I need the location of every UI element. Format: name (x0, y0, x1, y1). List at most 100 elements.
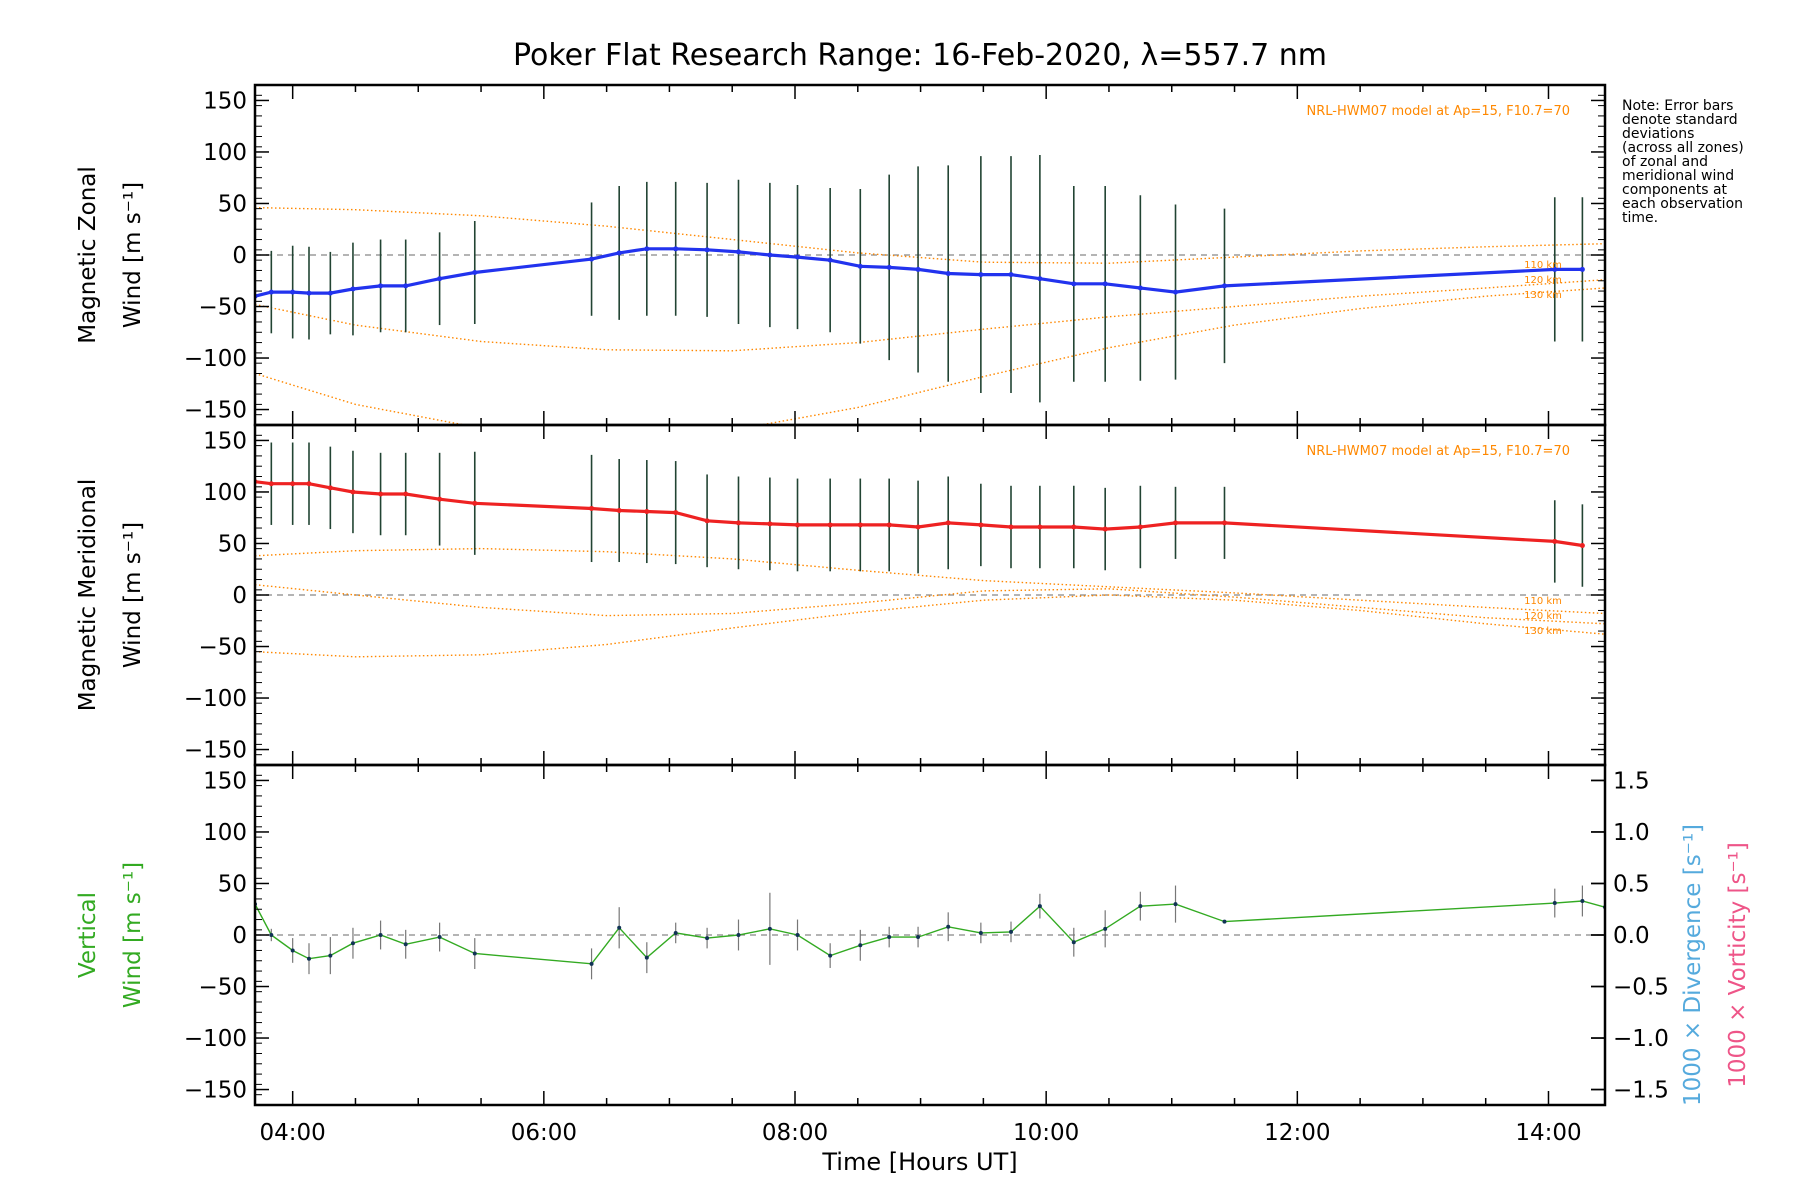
data-point (704, 247, 710, 253)
data-point (328, 953, 333, 958)
y-tick-label: 150 (203, 428, 247, 454)
data-point (735, 520, 741, 526)
series-line (255, 900, 1605, 965)
right-tick-label: 1.0 (1613, 820, 1650, 846)
y-tick-label: −150 (184, 398, 247, 424)
data-point (1552, 538, 1558, 544)
data-point (945, 520, 951, 526)
data-point (327, 485, 333, 491)
data-point (705, 936, 710, 941)
x-tick-label: 12:00 (1264, 1120, 1330, 1146)
x-tick-label: 04:00 (260, 1120, 326, 1146)
right-tick-label: 0.5 (1613, 871, 1650, 897)
altitude-label: 130 km (1524, 290, 1562, 301)
data-point (736, 933, 741, 937)
altitude-label: 120 km (1524, 611, 1562, 622)
data-point (1579, 543, 1585, 549)
data-point (589, 256, 595, 262)
data-point (886, 264, 892, 270)
vorticity-axis-label: 1000 × Vorticity [s⁻¹] (1725, 842, 1751, 1088)
y-tick-label: −100 (184, 1026, 247, 1052)
data-point (1138, 904, 1143, 909)
y-axis-label: Magnetic Zonal (75, 166, 101, 344)
vertical-wind-panel: −150 −100 −50 0 50 100 150 Vertical Wind [m s⁻¹] (75, 763, 1607, 1107)
y-tick-label: 50 (218, 531, 247, 557)
y-tick-label: −150 (184, 738, 247, 764)
y-tick-label: −100 (184, 686, 247, 712)
y-axis-label: Vertical (75, 892, 101, 978)
altitude-label: 110 km (1524, 260, 1562, 271)
data-point (1173, 289, 1179, 295)
meridional-wind-panel: NRL-HWM07 model at Ap=15, F10.7=70 110 km… (75, 423, 1607, 767)
data-point (827, 522, 833, 528)
data-point (403, 942, 408, 947)
x-tick-label: 08:00 (762, 1120, 828, 1146)
y-tick-label: 0 (232, 923, 247, 949)
data-point (1552, 901, 1557, 906)
y-tick-label: 50 (218, 871, 247, 897)
altitude-label: 130 km (1524, 626, 1562, 637)
data-point (306, 290, 312, 296)
data-point (1071, 940, 1076, 945)
y-tick-label: −100 (184, 346, 247, 372)
plot-area (255, 885, 1605, 980)
data-point (767, 252, 773, 258)
data-point (327, 290, 333, 296)
data-point (644, 246, 650, 252)
data-point (978, 930, 983, 935)
data-point (795, 522, 801, 528)
altitude-label: 120 km (1524, 275, 1562, 286)
model-label: NRL-HWM07 model at Ap=15, F10.7=70 (1307, 104, 1571, 119)
y-tick-label: −50 (198, 635, 247, 661)
right-tick-label: −1.0 (1613, 1026, 1669, 1052)
data-point (1009, 929, 1013, 934)
right-axis: 1.5 1.0 0.5 0.0 −0.5 −1.0 −1.5 1000 × Divergenc… (1591, 768, 1751, 1106)
data-point (673, 510, 679, 516)
data-point (1102, 281, 1108, 287)
data-point (946, 924, 951, 929)
data-point (858, 943, 863, 948)
chart-title: Poker Flat Research Range: 16-Feb-2020, … (513, 38, 1327, 73)
data-point (290, 481, 296, 487)
data-point (795, 254, 801, 260)
data-point (290, 289, 296, 295)
y-axis-label: Magnetic Meridional (75, 479, 101, 712)
data-point (269, 933, 274, 937)
data-point (437, 496, 443, 502)
data-point (403, 491, 409, 497)
data-point (1552, 266, 1558, 272)
data-point (1037, 276, 1043, 282)
data-point (306, 481, 312, 487)
data-point (378, 283, 384, 289)
data-point (673, 246, 679, 252)
x-tick-label: 14:00 (1515, 1120, 1581, 1146)
data-point (268, 481, 274, 487)
altitude-label: 110 km (1524, 596, 1562, 607)
divergence-axis-label: 1000 × Divergence [s⁻¹] (1680, 824, 1706, 1106)
right-tick-label: 1.5 (1613, 768, 1650, 794)
data-point (437, 935, 442, 940)
data-point (1137, 285, 1143, 291)
right-tick-label: 0.0 (1613, 923, 1650, 949)
note-line: of zonal and (1622, 154, 1708, 170)
plot-area (255, 442, 1605, 658)
data-point (472, 500, 478, 506)
data-point (795, 933, 800, 937)
data-point (978, 272, 984, 278)
data-point (828, 953, 833, 958)
data-point (827, 257, 833, 263)
data-point (472, 951, 477, 956)
data-point (616, 250, 622, 256)
data-point (350, 941, 355, 946)
y-tick-label: 0 (232, 243, 247, 269)
note-line: denote standard (1622, 112, 1738, 128)
data-point (268, 289, 274, 295)
data-point (290, 948, 295, 953)
data-point (915, 266, 921, 272)
y-tick-label: 0 (232, 583, 247, 609)
data-point (644, 509, 650, 515)
data-point (1102, 526, 1108, 532)
data-point (1037, 524, 1043, 530)
note-line: each observation (1622, 196, 1743, 212)
